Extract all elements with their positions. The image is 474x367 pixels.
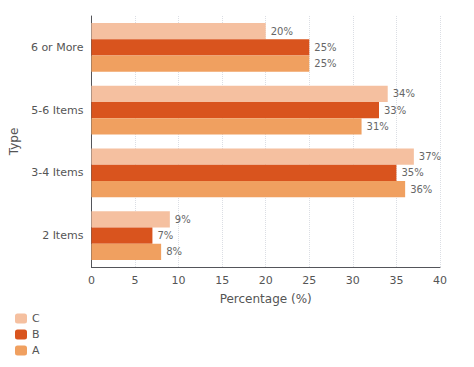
svg-text:35%: 35% bbox=[401, 167, 423, 178]
svg-text:B: B bbox=[32, 328, 40, 341]
svg-text:25: 25 bbox=[302, 274, 316, 287]
svg-text:0: 0 bbox=[88, 274, 95, 287]
svg-text:Type: Type bbox=[7, 128, 21, 157]
svg-text:20%: 20% bbox=[271, 26, 293, 37]
svg-text:34%: 34% bbox=[393, 88, 415, 99]
svg-text:6 or More: 6 or More bbox=[31, 41, 84, 54]
svg-text:2 Items: 2 Items bbox=[42, 229, 84, 242]
svg-text:25%: 25% bbox=[314, 42, 336, 53]
svg-text:5-6 Items: 5-6 Items bbox=[31, 104, 84, 117]
svg-text:Percentage (%): Percentage (%) bbox=[220, 292, 312, 306]
svg-text:36%: 36% bbox=[410, 184, 432, 195]
svg-text:9%: 9% bbox=[175, 214, 191, 225]
svg-text:3-4 Items: 3-4 Items bbox=[31, 166, 84, 179]
svg-text:31%: 31% bbox=[367, 121, 389, 132]
svg-text:37%: 37% bbox=[419, 151, 441, 162]
svg-text:5: 5 bbox=[131, 274, 138, 287]
svg-text:8%: 8% bbox=[166, 246, 182, 257]
svg-text:35: 35 bbox=[389, 274, 403, 287]
svg-text:25%: 25% bbox=[314, 58, 336, 69]
svg-text:A: A bbox=[32, 344, 40, 357]
svg-text:20: 20 bbox=[259, 274, 273, 287]
svg-text:C: C bbox=[32, 312, 40, 325]
svg-text:15: 15 bbox=[215, 274, 229, 287]
svg-text:30: 30 bbox=[346, 274, 360, 287]
svg-text:40: 40 bbox=[433, 274, 447, 287]
svg-text:7%: 7% bbox=[157, 230, 173, 241]
svg-text:33%: 33% bbox=[384, 105, 406, 116]
svg-text:10: 10 bbox=[172, 274, 186, 287]
